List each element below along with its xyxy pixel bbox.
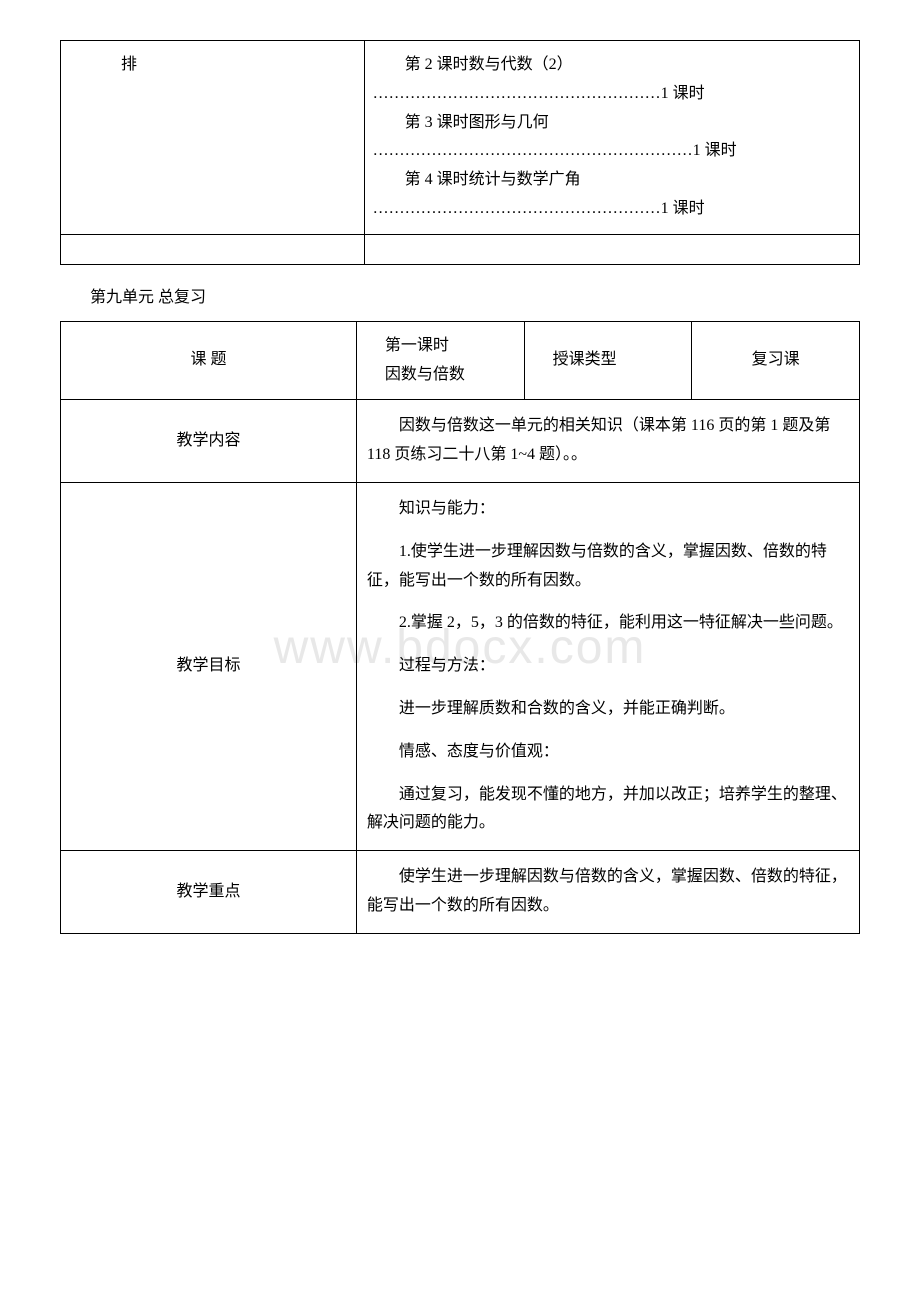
goal-paragraph: 过程与方法： [367, 652, 849, 681]
teaching-focus-cell: 使学生进一步理解因数与倍数的含义，掌握因数、倍数的特征，能写出一个数的所有因数。 [356, 851, 859, 934]
row-label: 教学目标 [61, 482, 357, 850]
table-row: 教学目标 知识与能力： 1.使学生进一步理解因数与倍数的含义，掌握因数、倍数的特… [61, 482, 860, 850]
goal-paragraph: 2.掌握 2，5，3 的倍数的特征，能利用这一特征解决一些问题。 [367, 609, 849, 638]
teaching-focus-text: 使学生进一步理解因数与倍数的含义，掌握因数、倍数的特征，能写出一个数的所有因数。 [367, 863, 849, 921]
goal-paragraph: 进一步理解质数和合数的含义，并能正确判断。 [367, 695, 849, 724]
goal-paragraph: 通过复习，能发现不懂的地方，并加以改正；培养学生的整理、解决问题的能力。 [367, 781, 849, 839]
lesson-title-cell: 第一课时 因数与倍数 [356, 321, 524, 400]
schedule-line: ………………………………………………1 课时 [373, 195, 851, 224]
table-row: 课 题 第一课时 因数与倍数 授课类型 复习课 [61, 321, 860, 400]
schedule-line: 第 2 课时数与代数（2） [373, 51, 851, 80]
schedule-line: 第 3 课时图形与几何 [373, 109, 851, 138]
schedule-right-cell: 第 2 课时数与代数（2） ………………………………………………1 课时 第 3… [364, 41, 859, 235]
teaching-goals-cell: 知识与能力： 1.使学生进一步理解因数与倍数的含义，掌握因数、倍数的特征，能写出… [356, 482, 859, 850]
empty-cell [364, 234, 859, 264]
table-row [61, 234, 860, 264]
teaching-content-cell: 因数与倍数这一单元的相关知识（课本第 116 页的第 1 题及第 118 页练习… [356, 400, 859, 483]
schedule-line: ………………………………………………1 课时 [373, 80, 851, 109]
lesson-plan-table: 课 题 第一课时 因数与倍数 授课类型 复习课 教学内容 因数与倍数这一单元的相… [60, 321, 860, 934]
table-row: 教学重点 使学生进一步理解因数与倍数的含义，掌握因数、倍数的特征，能写出一个数的… [61, 851, 860, 934]
goal-paragraph: 知识与能力： [367, 495, 849, 524]
class-type-label-cell: 授课类型 [524, 321, 692, 400]
schedule-line: 第 4 课时统计与数学广角 [373, 166, 851, 195]
page-content: 排 第 2 课时数与代数（2） ………………………………………………1 课时 第… [60, 40, 860, 934]
class-type-label: 授课类型 [529, 346, 688, 375]
schedule-line: ……………………………………………………1 课时 [373, 137, 851, 166]
table-row: 排 第 2 课时数与代数（2） ………………………………………………1 课时 第… [61, 41, 860, 235]
lesson-period: 第一课时 [361, 332, 520, 361]
class-type-value-cell: 复习课 [692, 321, 860, 400]
goal-paragraph: 1.使学生进一步理解因数与倍数的含义，掌握因数、倍数的特征，能写出一个数的所有因… [367, 538, 849, 596]
section-heading: 第九单元 总复习 [90, 283, 860, 307]
table-row: 教学内容 因数与倍数这一单元的相关知识（课本第 116 页的第 1 题及第 11… [61, 400, 860, 483]
goal-paragraph: 情感、态度与价值观： [367, 738, 849, 767]
row-label: 课 题 [61, 321, 357, 400]
schedule-table: 排 第 2 课时数与代数（2） ………………………………………………1 课时 第… [60, 40, 860, 265]
row-label: 教学内容 [61, 400, 357, 483]
row-label: 教学重点 [61, 851, 357, 934]
teaching-content-text: 因数与倍数这一单元的相关知识（课本第 116 页的第 1 题及第 118 页练习… [367, 412, 849, 470]
schedule-left-cell: 排 [61, 41, 365, 235]
empty-cell [61, 234, 365, 264]
lesson-topic: 因数与倍数 [361, 361, 520, 390]
